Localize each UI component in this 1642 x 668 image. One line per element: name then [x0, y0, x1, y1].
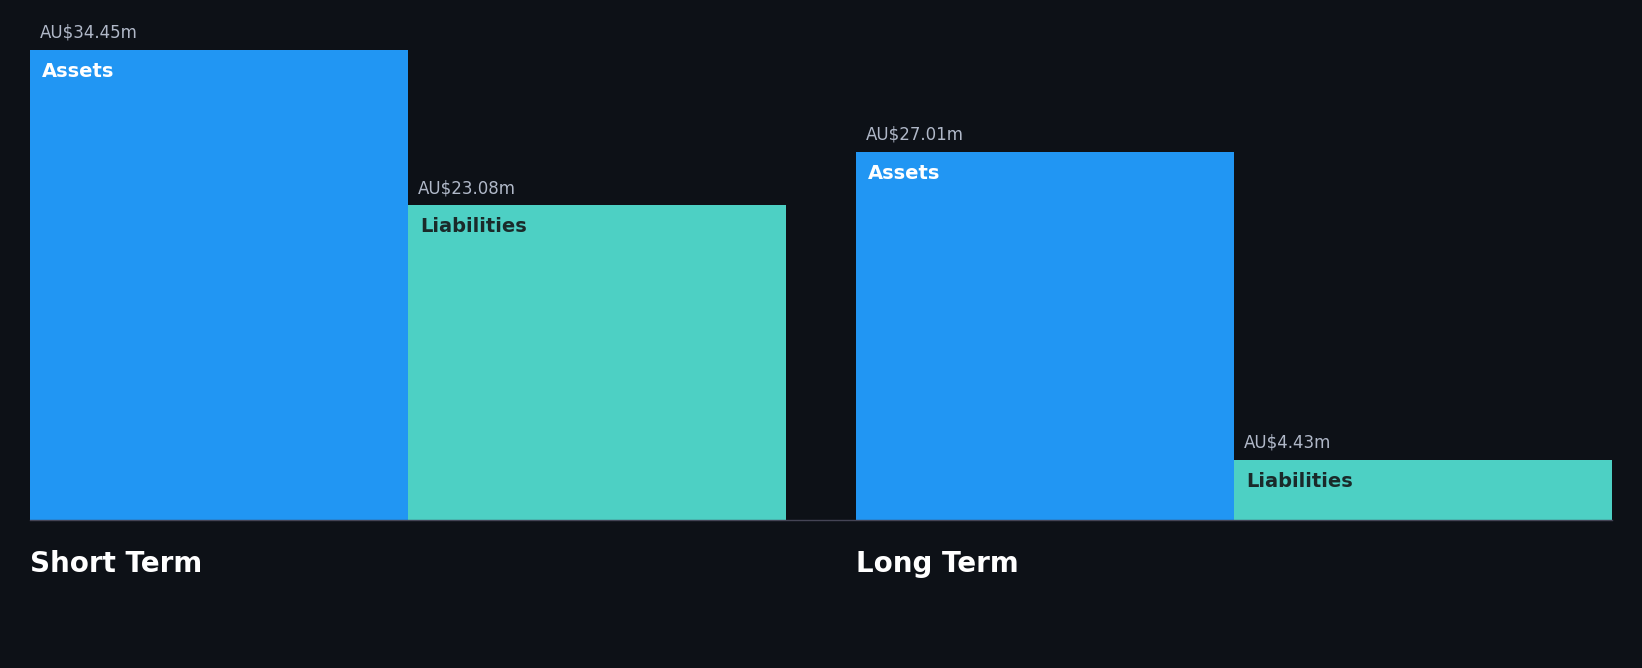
Text: AU$34.45m: AU$34.45m: [39, 24, 138, 42]
Text: Liabilities: Liabilities: [420, 217, 527, 236]
Text: Assets: Assets: [43, 62, 115, 81]
FancyBboxPatch shape: [1235, 460, 1612, 520]
Text: AU$23.08m: AU$23.08m: [419, 179, 516, 197]
Text: AU$27.01m: AU$27.01m: [865, 126, 964, 144]
FancyBboxPatch shape: [855, 152, 1235, 520]
Text: Short Term: Short Term: [30, 550, 202, 578]
Text: Liabilities: Liabilities: [1246, 472, 1353, 490]
FancyBboxPatch shape: [30, 50, 407, 520]
FancyBboxPatch shape: [407, 205, 787, 520]
Text: AU$4.43m: AU$4.43m: [1245, 434, 1332, 452]
Text: Assets: Assets: [869, 164, 941, 182]
Text: Long Term: Long Term: [855, 550, 1018, 578]
